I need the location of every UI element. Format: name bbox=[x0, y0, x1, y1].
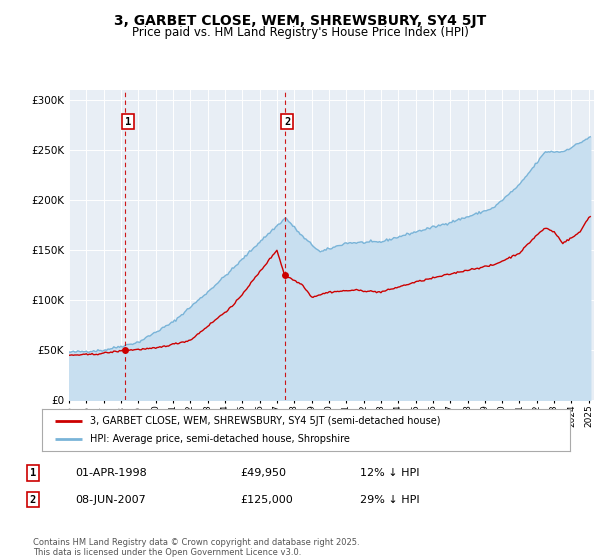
Text: 2: 2 bbox=[284, 116, 290, 127]
Text: £49,950: £49,950 bbox=[240, 468, 286, 478]
Text: Contains HM Land Registry data © Crown copyright and database right 2025.
This d: Contains HM Land Registry data © Crown c… bbox=[33, 538, 359, 557]
Text: 2: 2 bbox=[30, 494, 36, 505]
Text: 1: 1 bbox=[125, 116, 131, 127]
Text: 12% ↓ HPI: 12% ↓ HPI bbox=[360, 468, 419, 478]
Text: 29% ↓ HPI: 29% ↓ HPI bbox=[360, 494, 419, 505]
Text: 08-JUN-2007: 08-JUN-2007 bbox=[75, 494, 146, 505]
Text: Price paid vs. HM Land Registry's House Price Index (HPI): Price paid vs. HM Land Registry's House … bbox=[131, 26, 469, 39]
Text: HPI: Average price, semi-detached house, Shropshire: HPI: Average price, semi-detached house,… bbox=[89, 435, 349, 445]
Text: £125,000: £125,000 bbox=[240, 494, 293, 505]
Text: 01-APR-1998: 01-APR-1998 bbox=[75, 468, 147, 478]
Text: 3, GARBET CLOSE, WEM, SHREWSBURY, SY4 5JT (semi-detached house): 3, GARBET CLOSE, WEM, SHREWSBURY, SY4 5J… bbox=[89, 416, 440, 426]
Text: 3, GARBET CLOSE, WEM, SHREWSBURY, SY4 5JT: 3, GARBET CLOSE, WEM, SHREWSBURY, SY4 5J… bbox=[114, 14, 486, 28]
Text: 1: 1 bbox=[30, 468, 36, 478]
